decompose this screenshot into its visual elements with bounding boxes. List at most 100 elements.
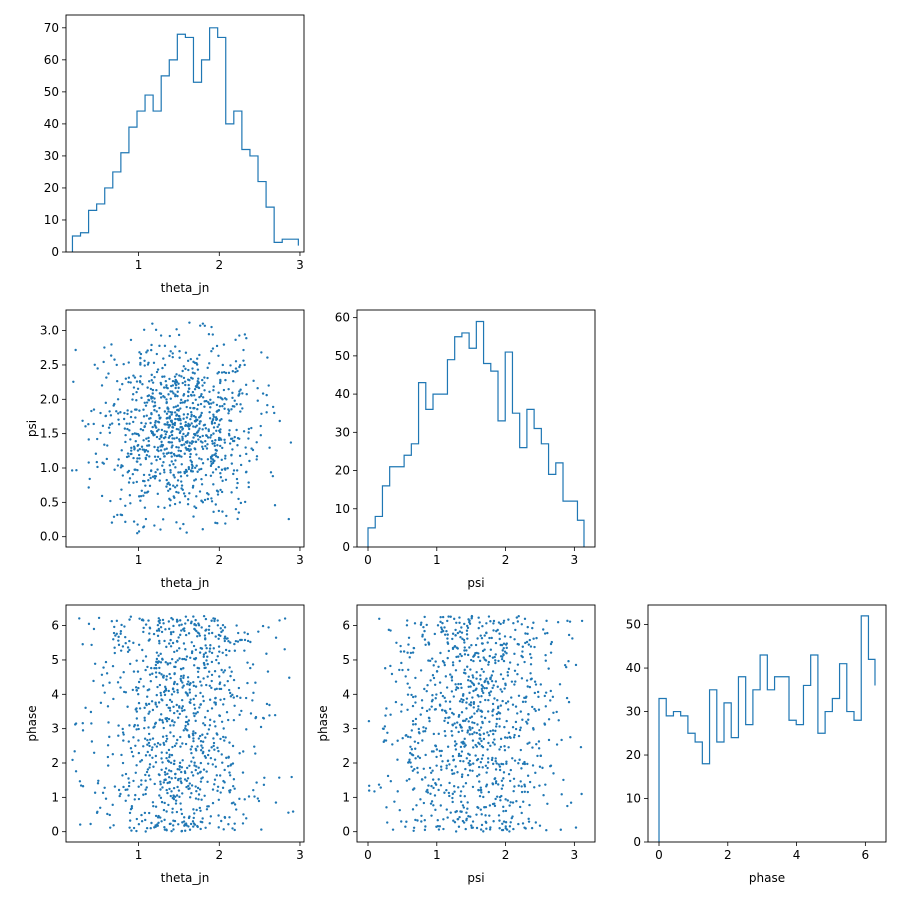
scatter-point bbox=[145, 826, 149, 830]
scatter-point bbox=[214, 703, 217, 706]
scatter-point bbox=[187, 383, 190, 387]
scatter-point bbox=[147, 811, 151, 815]
scatter-point bbox=[414, 747, 417, 750]
scatter-point bbox=[278, 776, 281, 779]
scatter-point bbox=[142, 685, 145, 688]
scatter-point bbox=[454, 830, 458, 833]
scatter-point bbox=[484, 814, 487, 817]
scatter-point bbox=[488, 828, 492, 831]
scatter-point bbox=[106, 705, 110, 708]
scatter-point bbox=[170, 430, 173, 434]
scatter-point bbox=[520, 811, 523, 815]
scatter-point bbox=[234, 370, 237, 374]
scatter-point bbox=[187, 422, 190, 426]
scatter-point bbox=[494, 641, 498, 645]
scatter-point bbox=[513, 759, 517, 762]
scatter-point bbox=[516, 620, 520, 623]
scatter-point bbox=[204, 651, 207, 655]
scatter-point bbox=[148, 744, 151, 748]
scatter-point bbox=[245, 452, 248, 456]
scatter-point bbox=[491, 783, 495, 786]
scatter-point bbox=[141, 659, 145, 663]
scatter-point bbox=[165, 412, 169, 415]
scatter-point bbox=[502, 659, 506, 663]
scatter-point bbox=[167, 775, 171, 779]
scatter-point bbox=[79, 823, 82, 826]
scatter-point bbox=[213, 758, 217, 761]
scatter-point bbox=[173, 496, 176, 499]
scatter-point bbox=[396, 790, 399, 793]
scatter-point bbox=[147, 361, 150, 364]
scatter-point bbox=[239, 388, 242, 391]
scatter-point bbox=[123, 427, 127, 430]
scatter-point bbox=[148, 638, 151, 641]
scatter-point bbox=[127, 740, 130, 743]
scatter-point bbox=[468, 726, 471, 730]
scatter-point bbox=[186, 720, 189, 724]
scatter-point bbox=[227, 718, 230, 722]
scatter-point bbox=[229, 695, 233, 698]
scatter-point bbox=[398, 668, 401, 672]
scatter-point bbox=[227, 371, 231, 375]
scatter-point bbox=[186, 359, 190, 363]
scatter-point bbox=[479, 674, 482, 677]
scatter-point bbox=[87, 438, 90, 441]
scatter-point bbox=[212, 385, 215, 388]
scatter-point bbox=[458, 616, 461, 619]
scatter-point bbox=[151, 392, 154, 395]
scatter-point bbox=[532, 621, 535, 624]
scatter-point bbox=[457, 825, 461, 828]
scatter-point bbox=[165, 478, 168, 482]
scatter-point bbox=[137, 680, 141, 684]
scatter-point bbox=[206, 366, 209, 370]
scatter-point bbox=[396, 758, 399, 761]
scatter-point bbox=[268, 703, 271, 707]
scatter-point bbox=[456, 686, 460, 690]
scatter-point bbox=[96, 782, 100, 785]
scatter-point bbox=[448, 781, 451, 785]
scatter-point bbox=[169, 468, 172, 472]
scatter-point bbox=[112, 515, 116, 518]
scatter-point bbox=[440, 626, 443, 629]
y-tick-label: 6 bbox=[51, 619, 59, 633]
y-tick-label: 1.0 bbox=[40, 461, 59, 475]
scatter-point bbox=[155, 629, 159, 632]
scatter-point bbox=[483, 680, 486, 684]
scatter-point bbox=[533, 786, 536, 789]
scatter-point bbox=[494, 661, 497, 665]
scatter-point bbox=[457, 786, 460, 789]
scatter-point bbox=[191, 466, 194, 470]
scatter-point bbox=[169, 794, 172, 798]
scatter-point bbox=[139, 760, 142, 763]
scatter-point bbox=[129, 615, 133, 618]
scatter-point bbox=[216, 733, 219, 736]
y-tick-label: 4 bbox=[342, 687, 350, 701]
scatter-point bbox=[169, 661, 172, 665]
scatter-point bbox=[172, 406, 175, 409]
scatter-point bbox=[104, 401, 108, 405]
scatter-point bbox=[173, 437, 176, 440]
scatter-point bbox=[555, 743, 559, 746]
scatter-point bbox=[526, 774, 530, 777]
scatter-point bbox=[492, 629, 495, 632]
scatter-point bbox=[505, 760, 508, 763]
scatter-point bbox=[117, 639, 120, 642]
scatter-point bbox=[154, 824, 157, 827]
scatter-point bbox=[463, 653, 467, 656]
scatter-point bbox=[503, 745, 506, 748]
scatter-point bbox=[479, 634, 482, 637]
scatter-point bbox=[168, 780, 171, 784]
scatter-point bbox=[128, 618, 131, 621]
scatter-point bbox=[223, 637, 226, 640]
scatter-point bbox=[103, 786, 106, 789]
scatter-point bbox=[175, 373, 178, 376]
scatter-point bbox=[461, 773, 464, 776]
scatter-point bbox=[171, 618, 175, 621]
scatter-point bbox=[197, 381, 200, 384]
scatter-point bbox=[229, 674, 232, 678]
scatter-point bbox=[190, 463, 194, 466]
axes-frame bbox=[65, 309, 305, 548]
scatter-point bbox=[497, 621, 501, 624]
scatter-point bbox=[169, 350, 172, 353]
scatter-point bbox=[163, 639, 166, 643]
